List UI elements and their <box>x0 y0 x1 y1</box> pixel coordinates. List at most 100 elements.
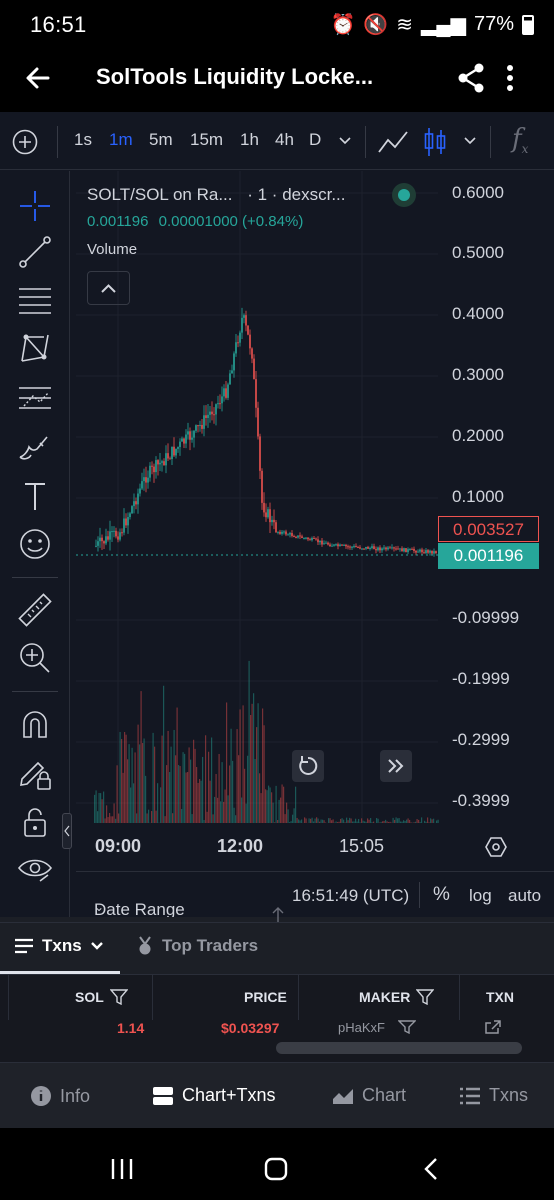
candle-body <box>393 547 395 549</box>
candle-body <box>101 537 103 542</box>
scroll-to-realtime-button[interactable] <box>380 750 412 782</box>
legend-collapse-button[interactable] <box>87 271 130 305</box>
candle-body <box>165 453 167 466</box>
nav-chart-txns[interactable]: Chart+Txns <box>152 1085 276 1106</box>
volume-bar <box>278 799 280 823</box>
volume-bar <box>191 814 193 823</box>
back-nav-icon[interactable] <box>423 1157 439 1181</box>
high-price-tag: 0.003527 <box>438 516 539 542</box>
candle-body <box>213 414 215 416</box>
chart-canvas[interactable] <box>76 171 554 871</box>
sidebar-collapse-handle[interactable] <box>62 813 72 849</box>
candle-body <box>355 546 357 548</box>
row-maker[interactable]: pHaKxF <box>338 1020 385 1035</box>
timeframe-d[interactable]: D <box>309 130 322 149</box>
table-row[interactable]: 1.14 $0.03297 pHaKxF <box>0 1020 554 1062</box>
nav-info[interactable]: Info <box>30 1085 90 1107</box>
home-icon[interactable] <box>264 1157 288 1181</box>
emoji-icon[interactable] <box>16 525 54 563</box>
candle-body <box>403 548 405 552</box>
candle-body <box>325 542 327 544</box>
line-chart-type-icon[interactable] <box>377 130 409 154</box>
candle-body <box>221 396 223 404</box>
indicators-fx-icon[interactable]: fx <box>512 124 529 157</box>
fib-retracement-icon[interactable] <box>16 281 54 319</box>
column-price[interactable]: PRICE <box>244 989 287 1005</box>
volume-bar <box>332 819 334 823</box>
market-status-icon[interactable] <box>392 183 416 207</box>
back-arrow-icon[interactable] <box>22 62 54 94</box>
filter-icon[interactable] <box>416 989 434 1005</box>
volume-bar <box>95 790 97 823</box>
filter-icon[interactable] <box>398 1020 416 1034</box>
lock-drawings-icon[interactable] <box>16 755 54 793</box>
volume-bar <box>104 818 106 823</box>
prediction-tool-icon[interactable] <box>16 379 54 417</box>
recent-apps-icon[interactable] <box>110 1158 134 1180</box>
volume-bar <box>413 822 415 823</box>
share-icon[interactable] <box>456 62 486 94</box>
percent-scale-toggle[interactable]: % <box>433 884 450 905</box>
log-scale-toggle[interactable]: log <box>469 886 492 905</box>
crosshair-icon[interactable] <box>16 187 54 225</box>
volume-bar <box>301 819 303 823</box>
nav-txns[interactable]: Txns <box>459 1085 528 1106</box>
chevron-down-icon[interactable] <box>338 136 352 146</box>
timeframe-5m[interactable]: 5m <box>149 130 173 149</box>
candle-body <box>365 546 367 549</box>
chevron-down-icon[interactable] <box>463 136 477 146</box>
volume-bar <box>308 818 310 823</box>
candle-body <box>189 431 191 440</box>
wifi-icon: ≋ <box>396 14 414 36</box>
ruler-icon[interactable] <box>16 591 54 629</box>
text-tool-icon[interactable] <box>16 477 54 515</box>
unlock-icon[interactable] <box>16 803 54 841</box>
candle-body <box>415 550 417 553</box>
magnet-icon[interactable] <box>16 705 54 743</box>
candle-body <box>191 437 193 440</box>
chart-pane[interactable]: SOLT/SOL on Ra... · 1 · dexscr... 0.0011… <box>76 171 554 871</box>
utc-clock[interactable]: 16:51:49 (UTC) <box>292 886 410 905</box>
candle-body <box>139 488 141 494</box>
trend-line-icon[interactable] <box>16 233 54 271</box>
volume-bar <box>343 819 345 823</box>
timeframe-1m[interactable]: 1m <box>109 130 133 149</box>
column-txn[interactable]: TXN <box>486 989 514 1005</box>
brush-icon[interactable] <box>16 427 54 465</box>
auto-scale-toggle[interactable]: auto <box>508 886 542 905</box>
volume-bar <box>433 818 435 823</box>
symbol-interval: · 1 · dexscr... <box>247 185 346 204</box>
volume-bar <box>338 821 340 823</box>
volume-bar <box>421 817 423 823</box>
volume-bar <box>319 821 321 823</box>
volume-bar <box>269 787 271 823</box>
candle-body <box>375 549 377 551</box>
filter-icon[interactable] <box>110 989 128 1005</box>
price-candles <box>95 307 437 557</box>
horizontal-scrollbar[interactable] <box>276 1042 522 1054</box>
zoom-in-icon[interactable] <box>16 639 54 677</box>
nav-chart[interactable]: Chart <box>332 1085 406 1106</box>
volume-bar <box>254 759 256 823</box>
volume-bar <box>314 818 316 823</box>
candle-body <box>259 436 261 471</box>
column-maker[interactable]: MAKER <box>359 989 411 1005</box>
timeframe-4h[interactable]: 4h <box>275 130 294 149</box>
timeframe-1h[interactable]: 1h <box>240 130 259 149</box>
tab-top-traders[interactable]: Top Traders <box>136 936 258 956</box>
column-sol[interactable]: SOL <box>75 989 104 1005</box>
volume-bar <box>424 820 426 823</box>
pattern-tool-icon[interactable] <box>16 329 54 367</box>
tab-txns[interactable]: Txns <box>14 936 104 956</box>
more-options-icon[interactable] <box>505 62 515 94</box>
volume-bar <box>109 812 111 823</box>
timeframe-15m[interactable]: 15m <box>190 130 224 149</box>
reset-chart-button[interactable] <box>292 750 324 782</box>
candlestick-chart-icon[interactable] <box>423 126 447 158</box>
add-symbol-icon[interactable] <box>12 129 38 155</box>
candle-body <box>257 407 259 437</box>
timeframe-1s[interactable]: 1s <box>74 130 92 149</box>
external-link-icon[interactable] <box>484 1020 502 1034</box>
chart-settings-icon[interactable] <box>484 835 508 859</box>
visibility-eye-icon[interactable] <box>16 851 54 889</box>
